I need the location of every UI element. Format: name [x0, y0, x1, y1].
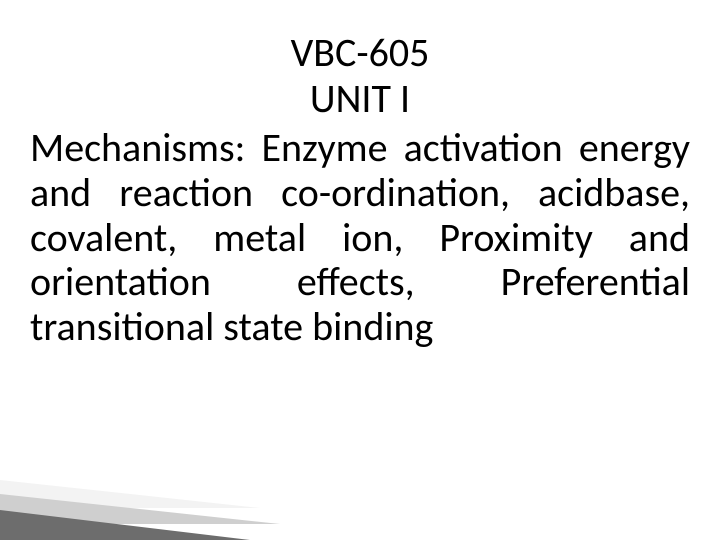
- wedge-1: [0, 480, 260, 508]
- wedge-3: [0, 510, 250, 540]
- course-code: VBC-605: [30, 30, 690, 76]
- corner-accent-icon: [0, 480, 280, 540]
- slide: VBC-605 UNIT I Mechanisms: Enzyme activa…: [0, 0, 720, 540]
- unit-label: UNIT I: [30, 76, 690, 122]
- slide-body-text: Mechanisms: Enzyme activation energy and…: [30, 126, 690, 350]
- wedge-2: [0, 494, 280, 524]
